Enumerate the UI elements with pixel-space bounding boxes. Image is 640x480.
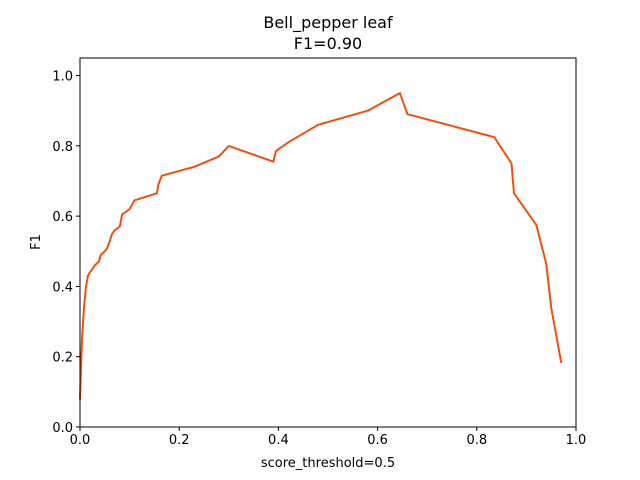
chart-title: Bell_pepper leaf [263,13,393,33]
x-tick-label: 1.0 [566,433,587,448]
y-tick-label: 1.0 [52,70,73,85]
axis-ticks: 0.0 0.2 0.4 0.6 0.8 1.0 0.0 0.2 0.4 0.6 0.8 1.0 [52,70,586,448]
chart-subtitle: F1=0.90 [294,34,362,53]
y-axis-label: F1 [29,234,44,250]
x-tick-label: 0.2 [169,433,190,448]
y-tick-label: 0.2 [52,351,73,366]
x-tick-label: 0.0 [70,433,91,448]
y-tick-label: 0.8 [52,140,73,155]
x-tick-label: 0.8 [466,433,487,448]
x-tick-label: 0.6 [367,433,388,448]
series-line [79,92,563,400]
y-tick-label: 0.6 [52,210,73,225]
x-axis-label: score_threshold=0.5 [261,456,395,471]
y-tick-label: 0.0 [52,421,73,436]
y-tick-label: 0.4 [52,280,73,295]
plot-frame [79,57,577,428]
x-tick-label: 0.4 [268,433,289,448]
